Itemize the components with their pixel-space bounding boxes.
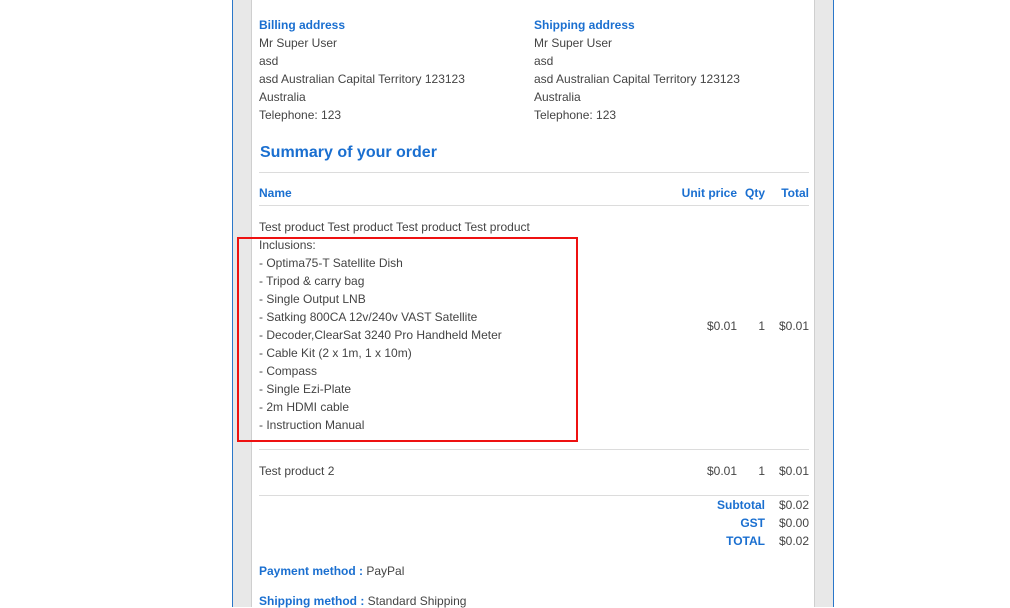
summary-title: Summary of your order (260, 144, 437, 161)
item-unit-price: $0.01 (706, 464, 737, 478)
item-name: Test product 2 (259, 464, 335, 478)
item-detail: - Tripod & carry bag (259, 274, 365, 288)
shipping-method-label: Shipping method : (259, 594, 365, 608)
shipping-line: Mr Super User (534, 36, 613, 50)
item-total: $0.01 (778, 464, 809, 478)
payment-method: Payment method : PayPal (259, 564, 404, 578)
item-detail: - Single Output LNB (259, 292, 366, 306)
shipping-line: asd Australian Capital Territory 123123 (534, 72, 740, 86)
page-frame: Billing address Mr Super User asd asd Au… (232, 0, 834, 608)
item-detail: - Optima75-T Satellite Dish (259, 256, 403, 270)
item-detail: - 2m HDMI cable (259, 400, 350, 414)
order-panel: Billing address Mr Super User asd asd Au… (237, 0, 815, 608)
item-detail: - Single Ezi-Plate (259, 382, 352, 396)
total-label: TOTAL (726, 534, 765, 548)
column-name: Name (259, 186, 292, 200)
item-detail: - Instruction Manual (259, 418, 365, 432)
billing-line: Australia (259, 90, 306, 104)
divider (259, 205, 809, 206)
highlight-box (237, 237, 578, 442)
payment-method-label: Payment method : (259, 564, 364, 578)
item-description: Test product Test product Test product T… (259, 218, 530, 434)
shipping-method-value: Standard Shipping (367, 594, 467, 608)
column-total: Total (781, 186, 809, 200)
shipping-line: Australia (534, 90, 581, 104)
item-detail: - Decoder,ClearSat 3240 Pro Handheld Met… (259, 328, 502, 342)
subtotal-value: $0.02 (778, 498, 809, 512)
billing-line: asd (259, 54, 279, 68)
shipping-method: Shipping method : Standard Shipping (259, 594, 466, 608)
billing-address: Billing address Mr Super User asd asd Au… (259, 16, 465, 124)
item-qty: 1 (758, 319, 765, 333)
divider (259, 449, 809, 450)
item-detail: Inclusions: (259, 238, 316, 252)
billing-line: Telephone: 123 (259, 108, 342, 122)
item-qty: 1 (758, 464, 765, 478)
payment-method-value: PayPal (366, 564, 405, 578)
subtotal-label: Subtotal (717, 498, 765, 512)
billing-title: Billing address (259, 18, 346, 32)
item-detail: - Satking 800CA 12v/240v VAST Satellite (259, 310, 478, 324)
gst-label: GST (740, 516, 765, 530)
shipping-address: Shipping address Mr Super User asd asd A… (534, 16, 740, 124)
item-detail: - Compass (259, 364, 318, 378)
item-unit-price: $0.01 (706, 319, 737, 333)
billing-line: asd Australian Capital Territory 123123 (259, 72, 465, 86)
item-detail: - Cable Kit (2 x 1m, 1 x 10m) (259, 346, 412, 360)
column-unit-price: Unit price (681, 186, 737, 200)
divider (259, 172, 809, 173)
shipping-title: Shipping address (534, 18, 635, 32)
column-qty: Qty (744, 186, 765, 200)
total-value: $0.02 (778, 534, 809, 548)
item-name: Test product Test product Test product T… (259, 220, 530, 234)
billing-line: Mr Super User (259, 36, 338, 50)
divider (259, 495, 809, 496)
gst-value: $0.00 (778, 516, 809, 530)
shipping-line: asd (534, 54, 554, 68)
item-total: $0.01 (778, 319, 809, 333)
shipping-line: Telephone: 123 (534, 108, 617, 122)
